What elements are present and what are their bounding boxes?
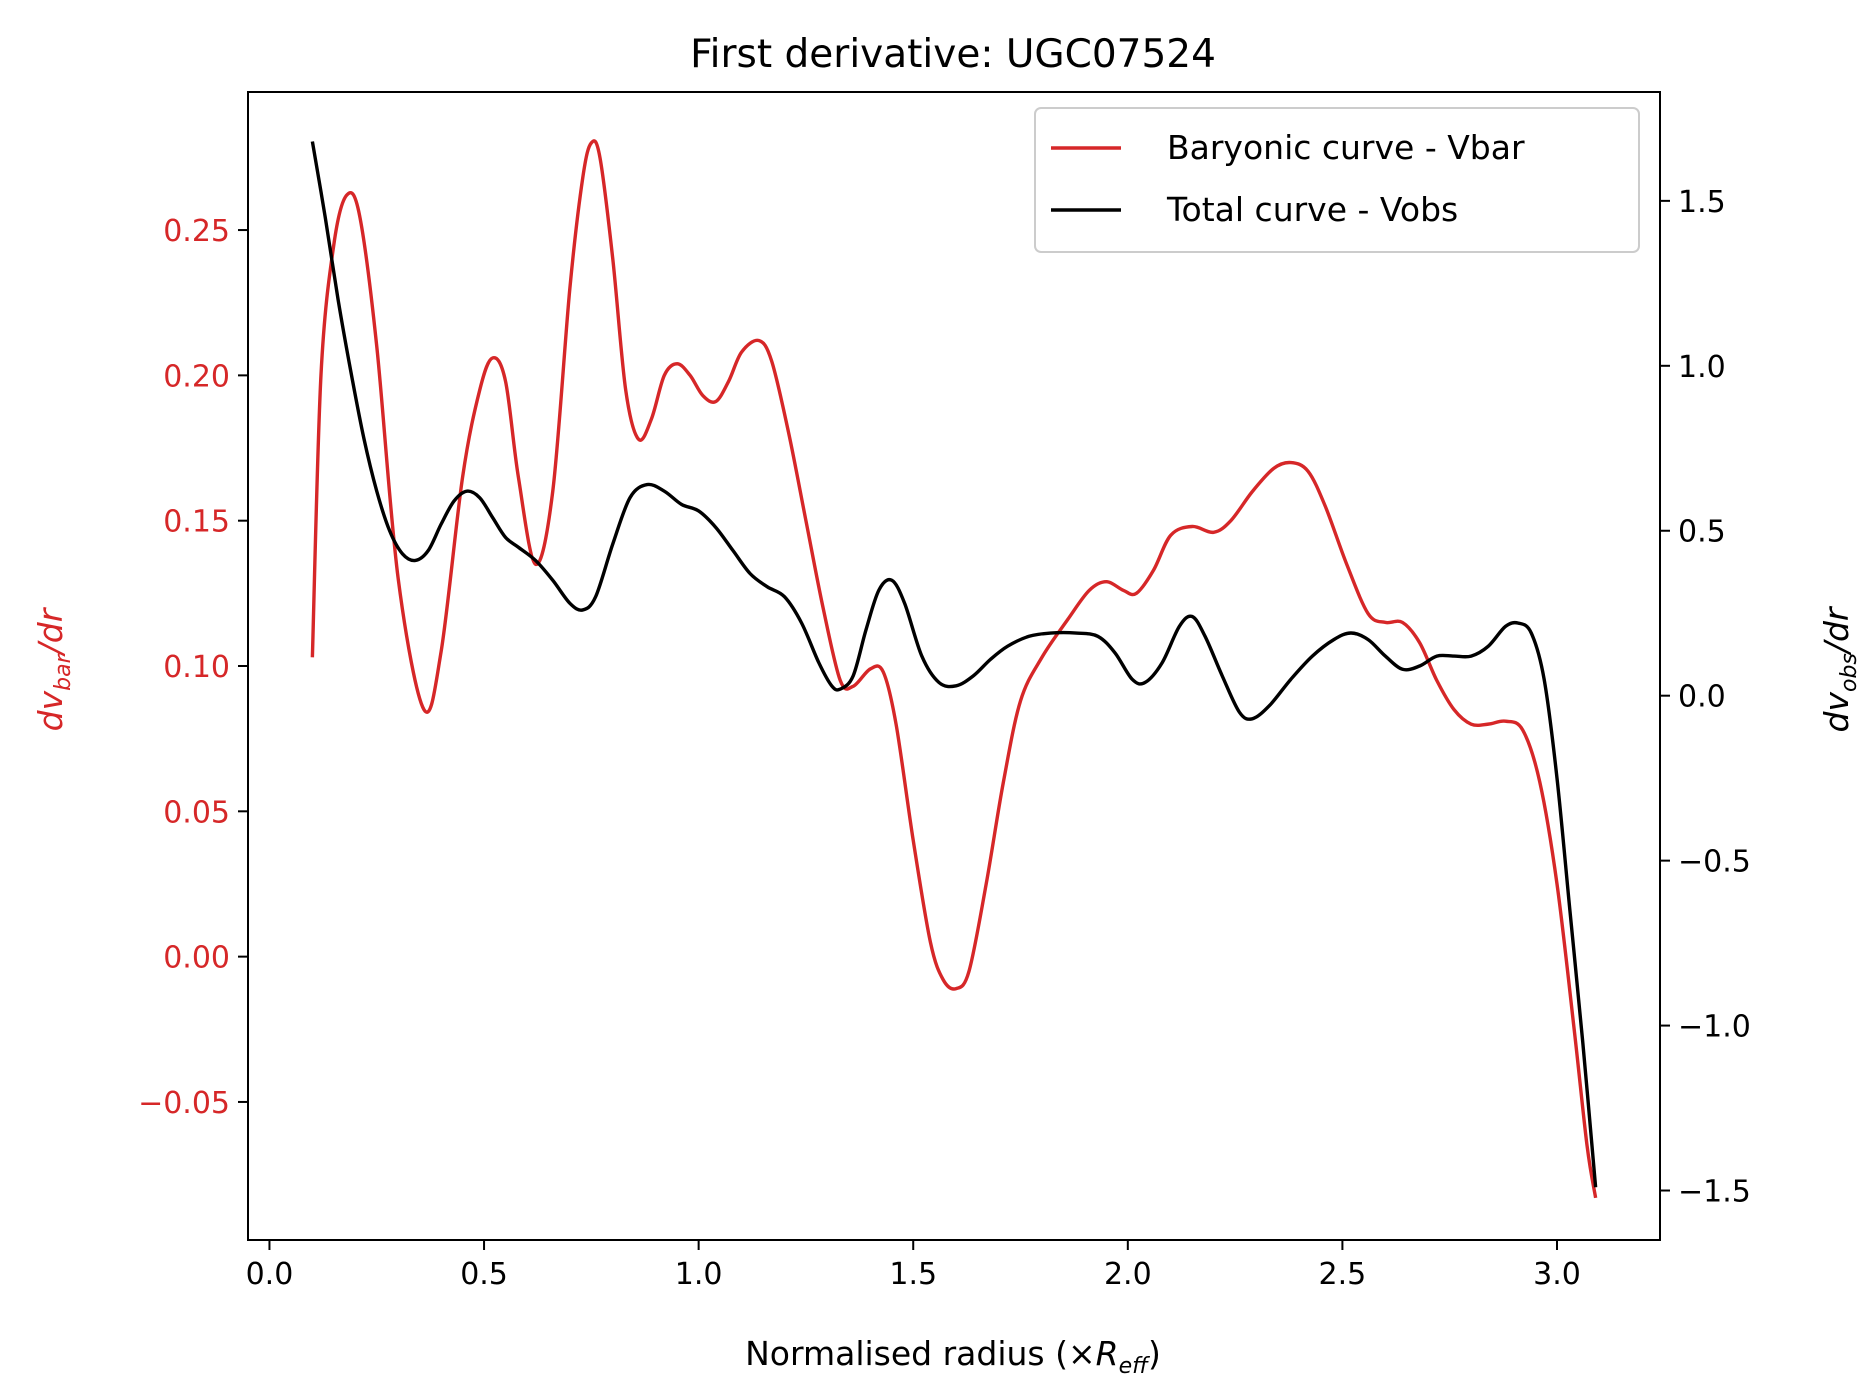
series-line-vobs xyxy=(310,141,1598,1188)
y-right-tick-label: −0.5 xyxy=(1678,845,1751,880)
y-left-tick-label: 0.05 xyxy=(163,795,230,830)
chart-title: First derivative: UGC07524 xyxy=(690,32,1216,77)
series-line-vbar xyxy=(310,139,1598,1199)
x-tick-label: 2.0 xyxy=(1104,1257,1152,1292)
x-tick-label: 2.5 xyxy=(1319,1257,1367,1292)
y-left-tick-label: 0.10 xyxy=(163,650,230,685)
legend-label: Total curve - Vobs xyxy=(1166,190,1458,229)
x-tick-label: 3.0 xyxy=(1533,1257,1581,1292)
y-left-tick-label: 0.00 xyxy=(163,941,230,976)
y-right-tick-label: −1.5 xyxy=(1678,1175,1751,1210)
legend-box xyxy=(1034,107,1640,253)
y-right-tick-label: 0.0 xyxy=(1678,680,1726,715)
y-right-tick-label: 0.5 xyxy=(1678,515,1726,550)
y-right-tick-label: −1.0 xyxy=(1678,1010,1751,1045)
x-tick-label: 0.0 xyxy=(246,1257,294,1292)
x-tick-label: 1.5 xyxy=(889,1257,937,1292)
x-tick-label: 1.0 xyxy=(675,1257,723,1292)
y-axis-right-label: dvobs/dr xyxy=(1817,605,1862,732)
y-left-tick-label: 0.25 xyxy=(163,214,230,249)
x-tick-label: 0.5 xyxy=(460,1257,508,1292)
y-right-tick-label: 1.5 xyxy=(1678,185,1726,220)
legend-label: Baryonic curve - Vbar xyxy=(1167,128,1525,167)
x-axis-label: Normalised radius (×Reff) xyxy=(745,1334,1161,1379)
y-right-tick-label: 1.0 xyxy=(1678,350,1726,385)
y-left-tick-label: 0.15 xyxy=(163,505,230,540)
y-left-tick-label: −0.05 xyxy=(138,1086,230,1121)
y-left-tick-label: 0.20 xyxy=(163,359,230,394)
y-axis-left-label: dvbar/dr xyxy=(31,606,76,731)
